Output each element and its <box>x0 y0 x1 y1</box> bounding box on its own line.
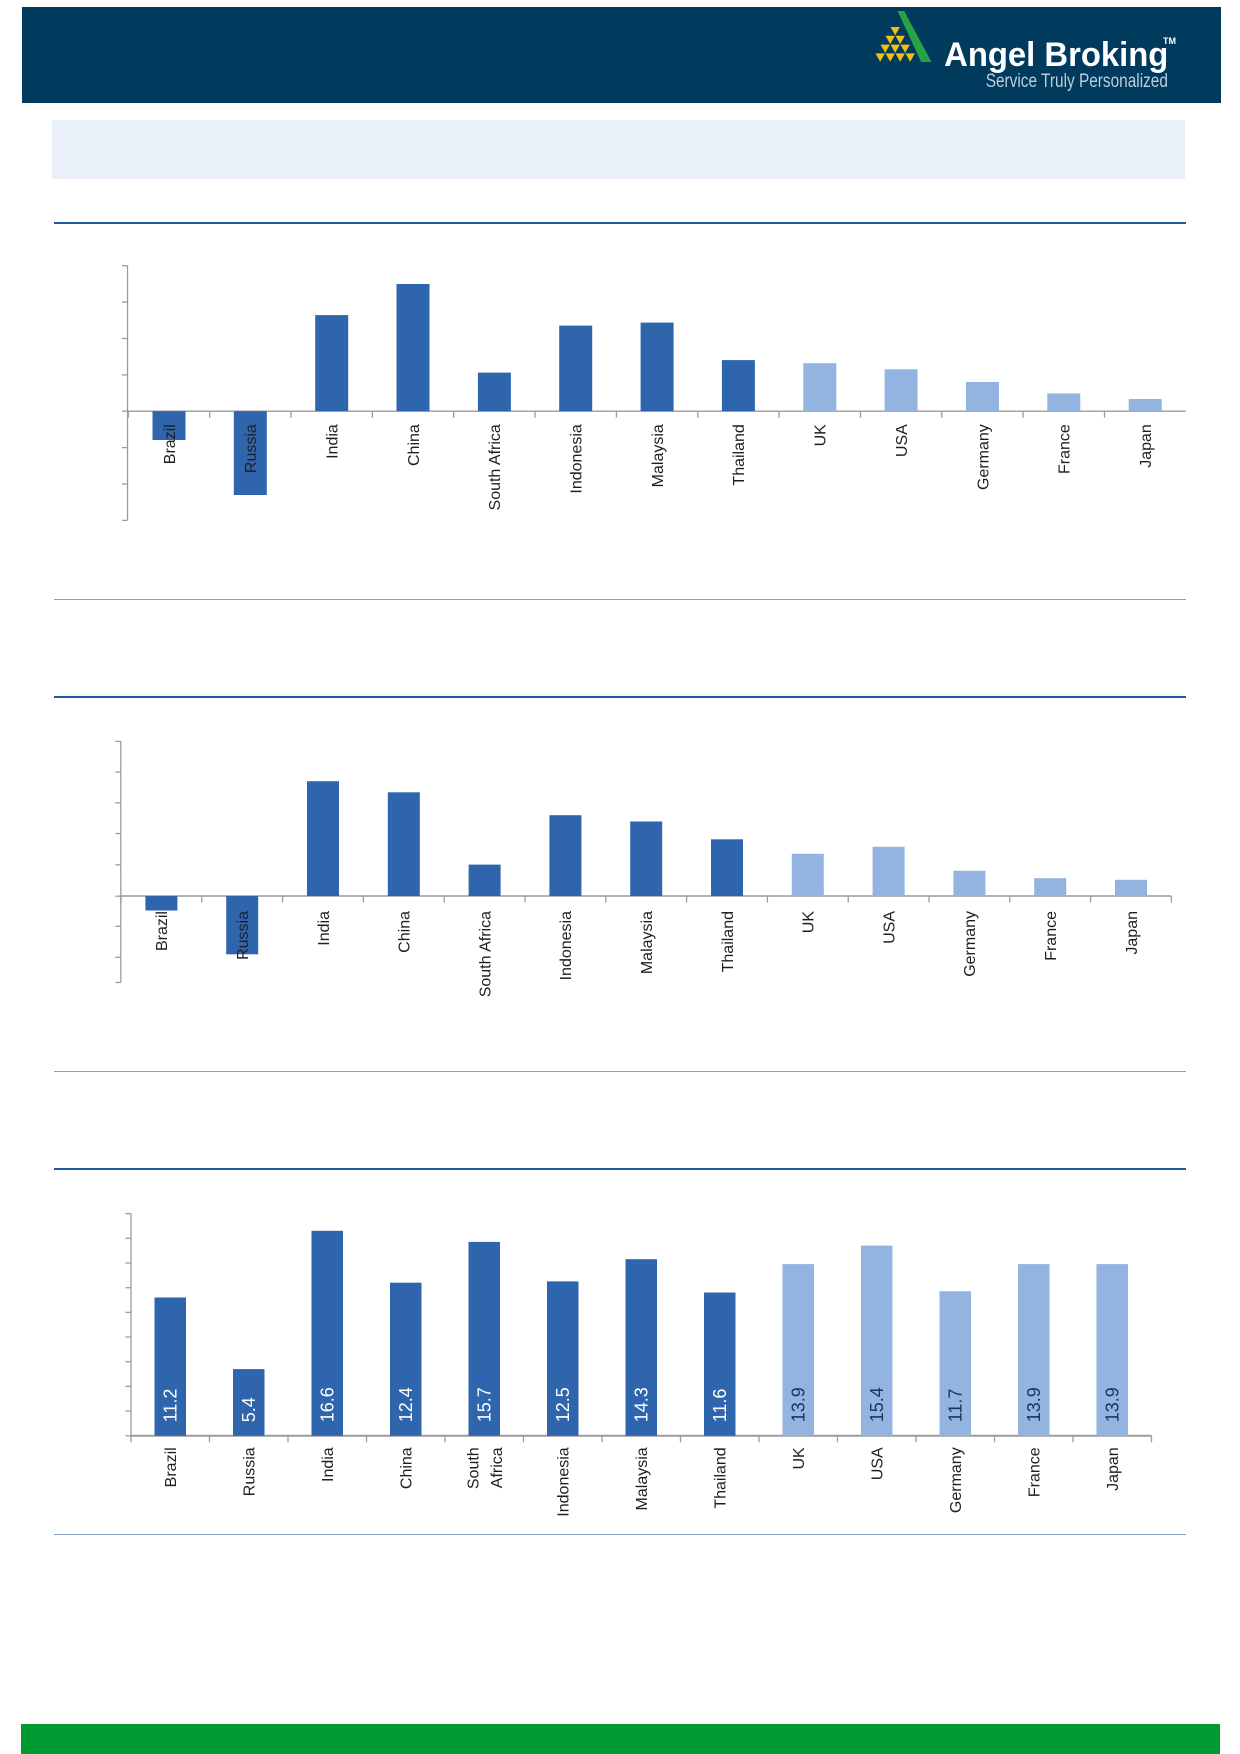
svg-text:USA: USA <box>881 911 898 944</box>
svg-text:12.4: 12.4 <box>396 1387 416 1422</box>
svg-text:Germany: Germany <box>948 1447 965 1513</box>
svg-text:Indonesia: Indonesia <box>569 424 586 493</box>
svg-text:Thailand: Thailand <box>720 911 737 972</box>
svg-text:USA: USA <box>870 1447 887 1480</box>
svg-text:15.7: 15.7 <box>474 1387 494 1422</box>
svg-text:France: France <box>1057 424 1074 474</box>
svg-text:Japan: Japan <box>1105 1447 1122 1491</box>
svg-text:Russia: Russia <box>235 911 252 960</box>
svg-text:Brazil: Brazil <box>154 911 171 951</box>
svg-text:16.6: 16.6 <box>317 1387 337 1422</box>
svg-text:Thailand: Thailand <box>731 424 748 485</box>
svg-text:Indonesia: Indonesia <box>558 911 575 980</box>
svg-text:Africa: Africa <box>489 1447 506 1488</box>
svg-text:USA: USA <box>894 424 911 457</box>
svg-text:India: India <box>316 911 333 946</box>
svg-text:France: France <box>1043 911 1060 961</box>
svg-text:Malaysia: Malaysia <box>650 424 667 487</box>
svg-text:13.9: 13.9 <box>789 1387 809 1422</box>
svg-text:5.4: 5.4 <box>239 1397 259 1422</box>
svg-text:11.6: 11.6 <box>710 1389 730 1423</box>
svg-text:13.9: 13.9 <box>1103 1387 1123 1422</box>
svg-text:11.2: 11.2 <box>160 1389 180 1423</box>
svg-text:South Africa: South Africa <box>487 424 504 510</box>
svg-text:South: South <box>466 1447 483 1489</box>
svg-text:Brazil: Brazil <box>162 424 179 464</box>
svg-text:Thailand: Thailand <box>713 1447 730 1508</box>
svg-text:Russia: Russia <box>243 424 260 473</box>
svg-text:14.3: 14.3 <box>632 1387 652 1422</box>
svg-text:11.7: 11.7 <box>946 1389 966 1423</box>
svg-text:China: China <box>406 424 423 466</box>
svg-text:Germany: Germany <box>975 424 992 490</box>
svg-text:UK: UK <box>791 1447 808 1470</box>
svg-text:Japan: Japan <box>1124 911 1141 955</box>
svg-text:Brazil: Brazil <box>163 1447 180 1487</box>
svg-text:France: France <box>1027 1447 1044 1497</box>
svg-text:UK: UK <box>801 911 818 934</box>
svg-text:Indonesia: Indonesia <box>556 1447 573 1516</box>
svg-text:China: China <box>397 911 414 953</box>
svg-text:Malaysia: Malaysia <box>634 1447 651 1510</box>
svg-text:12.5: 12.5 <box>553 1387 573 1422</box>
svg-text:UK: UK <box>813 424 830 447</box>
svg-text:India: India <box>325 424 342 459</box>
svg-text:China: China <box>399 1447 416 1489</box>
svg-text:Japan: Japan <box>1138 424 1155 468</box>
svg-text:India: India <box>320 1447 337 1482</box>
svg-text:13.9: 13.9 <box>1024 1387 1044 1422</box>
svg-text:15.4: 15.4 <box>867 1387 887 1422</box>
svg-text:Russia: Russia <box>242 1447 259 1496</box>
svg-text:Malaysia: Malaysia <box>639 911 656 974</box>
svg-text:South Africa: South Africa <box>477 911 494 997</box>
svg-text:Germany: Germany <box>962 911 979 977</box>
